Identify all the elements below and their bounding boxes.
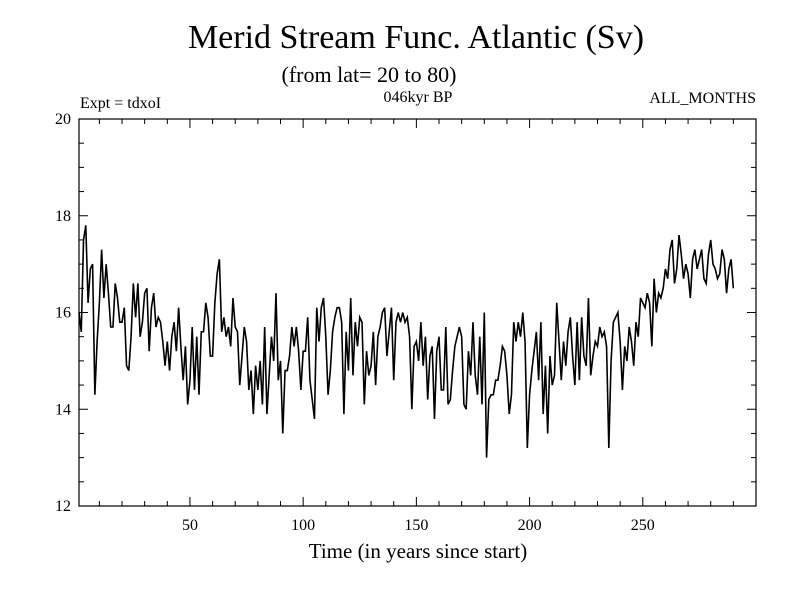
x-axis-label: Time (in years since start) <box>309 539 528 563</box>
x-tick-label: 150 <box>404 517 428 534</box>
plot-area: 50 100 150 200 250 12 14 16 18 20 <box>55 111 757 534</box>
y-tick-label: 14 <box>55 401 71 418</box>
x-tick-label: 50 <box>182 517 198 534</box>
series-line <box>78 225 735 458</box>
experiment-label: Expt = tdxoI <box>80 95 161 112</box>
chart-title: Merid Stream Func. Atlantic (Sv) <box>188 19 644 56</box>
months-label: ALL_MONTHS <box>649 90 756 107</box>
y-tick-label: 16 <box>55 305 71 322</box>
y-tick-label: 18 <box>55 208 71 225</box>
period-label: 046kyr BP <box>384 89 453 106</box>
x-tick-label: 250 <box>631 517 655 534</box>
chart-subtitle: (from lat= 20 to 80) <box>282 62 457 87</box>
plot-frame <box>78 118 757 507</box>
x-tick-label: 200 <box>518 517 542 534</box>
y-tick-label: 20 <box>55 111 71 128</box>
y-tick-label: 12 <box>55 498 71 515</box>
x-tick-label: 100 <box>291 517 315 534</box>
